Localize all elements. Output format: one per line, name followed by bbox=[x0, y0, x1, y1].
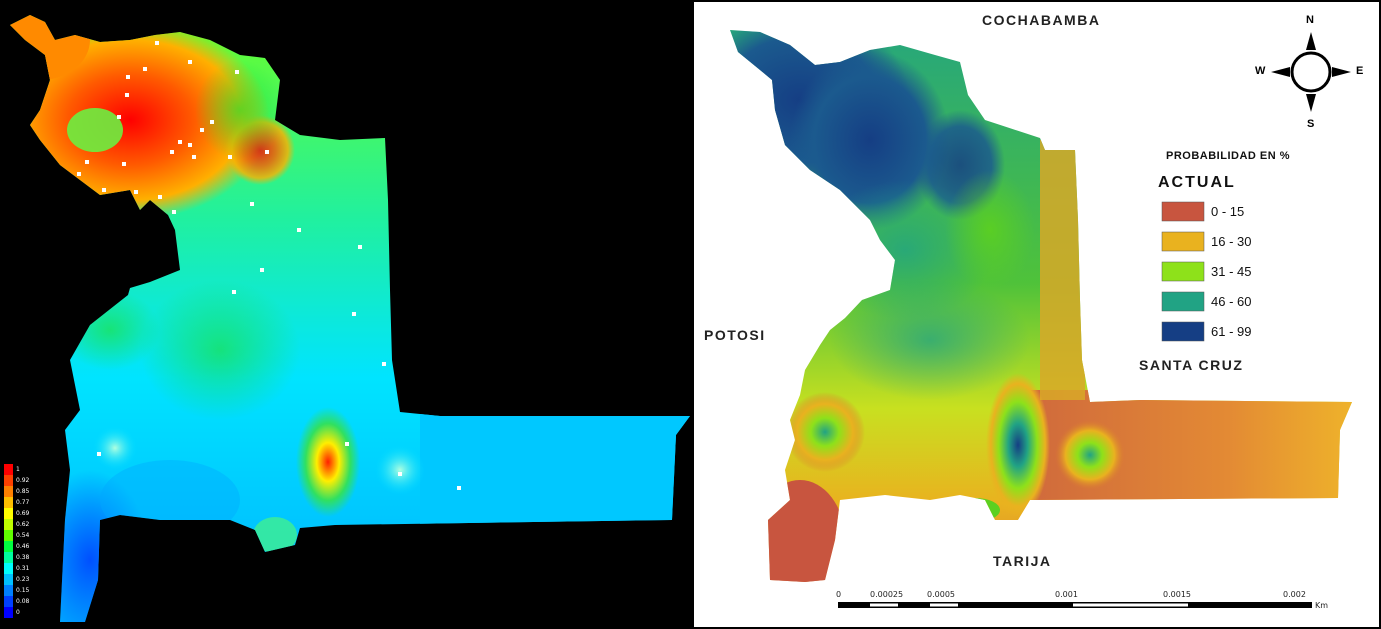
legend-swatch bbox=[1161, 231, 1205, 252]
compass-north-label: N bbox=[1306, 14, 1314, 26]
scale-tick-label: 0.0015 bbox=[1163, 590, 1191, 599]
colorbar-tick-label: 1 bbox=[16, 466, 20, 473]
scale-unit-label: Km bbox=[1315, 601, 1329, 610]
region-label-south: TARIJA bbox=[993, 553, 1052, 569]
scale-tick-label: 0.002 bbox=[1283, 590, 1306, 599]
colorbar-tick-label: 0.85 bbox=[16, 488, 30, 495]
legend-swatch bbox=[1161, 261, 1205, 282]
colorbar-swatch bbox=[4, 552, 13, 563]
colorbar-tick-label: 0.92 bbox=[16, 477, 30, 484]
colorbar-tick-label: 0.08 bbox=[16, 598, 30, 605]
colorbar-tick-label: 0.62 bbox=[16, 521, 30, 528]
legend-swatch bbox=[1161, 291, 1205, 312]
region-label-north: COCHABAMBA bbox=[982, 12, 1101, 28]
colorbar-swatch bbox=[4, 486, 13, 497]
colorbar-tick-label: 0.15 bbox=[16, 587, 30, 594]
compass bbox=[1271, 32, 1351, 112]
colorbar-swatch bbox=[4, 530, 13, 541]
legend-item-label: 46 - 60 bbox=[1211, 294, 1252, 309]
colorbar-tick-label: 0.31 bbox=[16, 565, 30, 572]
panel-divider bbox=[690, 0, 693, 629]
region-label-west: POTOSI bbox=[704, 327, 766, 343]
legend-swatch bbox=[1161, 201, 1205, 222]
legend-swatches bbox=[1161, 201, 1205, 342]
scale-tick-label: 0.001 bbox=[1055, 590, 1078, 599]
colorbar-swatch bbox=[4, 541, 13, 552]
legend-item-label: 61 - 99 bbox=[1211, 324, 1252, 339]
colorbar-swatch bbox=[4, 519, 13, 530]
colorbar-swatch bbox=[4, 497, 13, 508]
colorbar-swatch bbox=[4, 607, 13, 618]
colorbar-tick-label: 0.54 bbox=[16, 532, 30, 539]
scale-tick-label: 0 bbox=[836, 590, 842, 599]
compass-south-label: S bbox=[1307, 118, 1315, 130]
colorbar-swatch bbox=[4, 574, 13, 585]
colorbar-swatch bbox=[4, 464, 13, 475]
colorbar-swatch bbox=[4, 596, 13, 607]
region-label-east: SANTA CRUZ bbox=[1139, 357, 1244, 373]
legend-subtitle: ACTUAL bbox=[1158, 174, 1236, 191]
colorbar-swatch bbox=[4, 508, 13, 519]
legend-item-label: 16 - 30 bbox=[1211, 234, 1252, 249]
legend-swatch bbox=[1161, 321, 1205, 342]
compass-west-label: W bbox=[1255, 65, 1266, 77]
compass-east-label: E bbox=[1356, 65, 1364, 77]
scale-bar bbox=[838, 602, 1312, 608]
legend-title: PROBABILIDAD EN % bbox=[1166, 150, 1291, 162]
colorbar-swatch bbox=[4, 475, 13, 486]
sample-points bbox=[77, 41, 461, 490]
colorbar bbox=[4, 464, 13, 618]
colorbar-tick-label: 0.69 bbox=[16, 510, 30, 517]
scale-tick-label: 0.0005 bbox=[927, 590, 955, 599]
legend-item-label: 0 - 15 bbox=[1211, 204, 1245, 219]
colorbar-tick-label: 0 bbox=[16, 609, 20, 616]
colorbar-swatch bbox=[4, 563, 13, 574]
colorbar-tick-label: 0.77 bbox=[16, 499, 30, 506]
colorbar-swatch bbox=[4, 585, 13, 596]
colorbar-tick-label: 0.46 bbox=[16, 543, 30, 550]
colorbar-tick-label: 0.23 bbox=[16, 576, 30, 583]
left-map-svg bbox=[4, 15, 690, 622]
legend-item-label: 31 - 45 bbox=[1211, 264, 1252, 279]
colorbar-tick-label: 0.38 bbox=[16, 554, 30, 561]
scale-tick-label: 0.00025 bbox=[870, 590, 904, 599]
